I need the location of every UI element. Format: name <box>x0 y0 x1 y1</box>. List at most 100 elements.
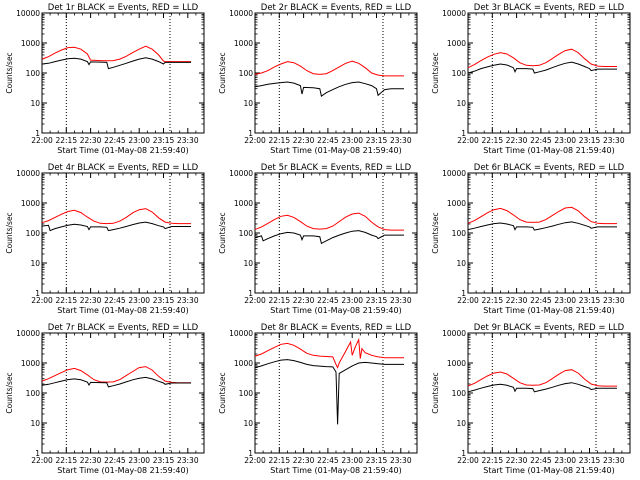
x-tick-label: 23:30 <box>603 136 625 145</box>
x-tick-label: 23:30 <box>177 456 199 465</box>
y-tick-label: 100 <box>26 389 41 398</box>
x-tick-label: 22:00 <box>457 296 479 305</box>
x-tick-label: 23:15 <box>153 296 175 305</box>
y-tick-label: 10 <box>456 259 466 268</box>
x-tick-label: 22:00 <box>457 456 479 465</box>
x-tick-label: 22:45 <box>530 296 552 305</box>
events-series-line <box>467 61 617 74</box>
x-tick-label: 22:30 <box>80 136 102 145</box>
events-series-line <box>254 230 404 245</box>
x-tick-label: 23:00 <box>341 456 363 465</box>
x-tick-label: 23:15 <box>579 456 601 465</box>
x-tick-label: 23:00 <box>341 136 363 145</box>
y-tick-label: 1000 <box>234 39 253 48</box>
panel-1: Det 1r BLACK = Events, RED = LLD 10000 100… <box>5 3 205 155</box>
y-tick-label: 10000 <box>442 329 466 338</box>
x-axis-label: Start Time (01-May-08 21:59:40) <box>483 146 614 155</box>
x-tick-label: 22:30 <box>506 136 528 145</box>
chart-title: Det 1r BLACK = Events, RED = LLD <box>48 3 199 13</box>
y-tick-label: 1000 <box>21 39 40 48</box>
y-tick-label: 1 <box>35 289 40 298</box>
y-tick-label: 10 <box>30 259 40 268</box>
panel-8: Det 8r BLACK = Events, RED = LLD 10000 100… <box>218 323 418 475</box>
y-tick-label: 100 <box>452 69 467 78</box>
y-tick-label: 1000 <box>447 39 466 48</box>
y-tick-label: 100 <box>239 69 254 78</box>
y-tick-label: 10000 <box>442 169 466 178</box>
x-tick-label: 22:00 <box>244 136 266 145</box>
x-tick-label: 22:15 <box>55 296 77 305</box>
x-axis-label: Start Time (01-May-08 21:59:40) <box>57 466 188 475</box>
x-tick-label: 22:45 <box>530 136 552 145</box>
panel-3: Det 3r BLACK = Events, RED = LLD 10000 100… <box>431 3 631 155</box>
x-axis-label: Start Time (01-May-08 21:59:40) <box>270 466 401 475</box>
x-tick-label: 22:15 <box>55 136 77 145</box>
y-tick-label: 100 <box>452 229 467 238</box>
x-tick-label: 22:45 <box>317 456 339 465</box>
y-tick-label: 100 <box>239 229 254 238</box>
lld-series-line <box>467 206 617 225</box>
x-tick-label: 22:15 <box>268 136 290 145</box>
y-tick-label: 1 <box>35 449 40 458</box>
chart-title: Det 3r BLACK = Events, RED = LLD <box>474 3 625 13</box>
y-tick-label: 1000 <box>234 359 253 368</box>
y-tick-label: 1000 <box>21 359 40 368</box>
panel-6: Det 6r BLACK = Events, RED = LLD 10000 100… <box>431 163 631 315</box>
x-tick-label: 23:15 <box>579 136 601 145</box>
x-tick-label: 23:30 <box>390 136 412 145</box>
x-tick-label: 22:30 <box>506 456 528 465</box>
y-tick-label: 10 <box>30 99 40 108</box>
x-axis-label: Start Time (01-May-08 21:59:40) <box>57 306 188 315</box>
x-tick-label: 22:00 <box>31 296 53 305</box>
y-tick-label: 10000 <box>229 9 253 18</box>
y-axis-label: Counts/sec <box>5 52 14 93</box>
events-series-line <box>467 382 617 393</box>
x-axis-label: Start Time (01-May-08 21:59:40) <box>270 146 401 155</box>
y-tick-label: 1 <box>248 129 253 138</box>
y-axis-label: Counts/sec <box>218 212 227 253</box>
x-tick-label: 23:00 <box>554 136 576 145</box>
y-axis-label: Counts/sec <box>5 212 14 253</box>
y-axis-label: Counts/sec <box>218 372 227 413</box>
y-tick-label: 10 <box>456 99 466 108</box>
x-tick-label: 22:45 <box>104 456 126 465</box>
y-tick-label: 1 <box>248 289 253 298</box>
x-tick-label: 22:30 <box>80 296 102 305</box>
panel-7: Det 7r BLACK = Events, RED = LLD 10000 100… <box>5 323 205 475</box>
x-tick-label: 22:00 <box>244 296 266 305</box>
y-tick-label: 1 <box>461 129 466 138</box>
x-tick-label: 22:30 <box>293 456 315 465</box>
lld-series-line <box>254 212 404 231</box>
x-tick-label: 22:00 <box>457 136 479 145</box>
x-tick-label: 22:15 <box>268 456 290 465</box>
x-tick-label: 23:00 <box>128 296 150 305</box>
y-tick-label: 1 <box>461 289 466 298</box>
y-tick-label: 1 <box>248 449 253 458</box>
x-tick-label: 23:15 <box>366 136 388 145</box>
chart-title: Det 9r BLACK = Events, RED = LLD <box>474 323 625 333</box>
y-tick-label: 10000 <box>16 329 40 338</box>
y-axis-label: Counts/sec <box>5 372 14 413</box>
x-tick-label: 23:00 <box>341 296 363 305</box>
x-tick-label: 22:15 <box>268 296 290 305</box>
x-tick-label: 23:15 <box>366 456 388 465</box>
x-tick-label: 23:30 <box>390 296 412 305</box>
panel-5: Det 5r BLACK = Events, RED = LLD 10000 100… <box>218 163 418 315</box>
y-tick-label: 10000 <box>16 9 40 18</box>
chart-title: Det 4r BLACK = Events, RED = LLD <box>48 163 199 173</box>
y-tick-label: 10 <box>30 419 40 428</box>
x-tick-label: 22:30 <box>293 136 315 145</box>
x-tick-label: 23:30 <box>177 296 199 305</box>
x-tick-label: 23:15 <box>153 136 175 145</box>
y-tick-label: 10000 <box>229 329 253 338</box>
y-tick-label: 10000 <box>229 169 253 178</box>
x-tick-label: 23:15 <box>579 296 601 305</box>
panel-4: Det 4r BLACK = Events, RED = LLD 10000 100… <box>5 163 205 315</box>
y-axis-label: Counts/sec <box>431 212 440 253</box>
events-series-line <box>254 359 404 425</box>
x-tick-label: 22:30 <box>80 456 102 465</box>
x-tick-label: 23:00 <box>128 456 150 465</box>
x-tick-label: 22:00 <box>31 456 53 465</box>
y-tick-label: 100 <box>26 229 41 238</box>
x-axis-label: Start Time (01-May-08 21:59:40) <box>483 306 614 315</box>
